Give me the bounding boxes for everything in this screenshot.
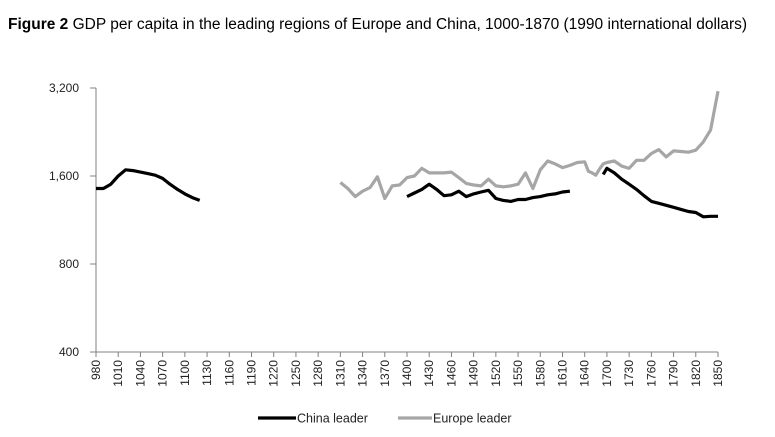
x-tick-label: 1340 xyxy=(356,360,370,387)
x-tick-label: 980 xyxy=(89,360,103,380)
x-tick-label: 1490 xyxy=(467,360,481,387)
x-tick-label: 1760 xyxy=(644,360,658,387)
chart-title: Figure 2 GDP per capita in the leading r… xyxy=(8,14,763,35)
x-axis: 980 1010 1040 1070 1100 1130 1160 1190 1220 1250 1… xyxy=(89,351,725,387)
series-lines xyxy=(96,90,720,219)
x-tick-label: 1100 xyxy=(178,360,192,386)
china-leader-line xyxy=(96,168,201,202)
x-tick-label: 1730 xyxy=(622,360,636,387)
x-tick-label: 1430 xyxy=(422,360,436,387)
legend-label-china-leader: China leader xyxy=(297,412,368,426)
x-tick-label: 1280 xyxy=(311,360,325,387)
china-leader-line xyxy=(406,182,571,203)
legend: China leader Europe leader xyxy=(258,412,512,426)
x-tick-label: 1610 xyxy=(556,360,570,387)
y-tick-label: 400 xyxy=(59,345,79,359)
y-axis: 400 800 1,600 3,200 xyxy=(49,81,97,359)
x-tick-label: 1400 xyxy=(400,360,414,387)
y-tick-label: 1,600 xyxy=(49,169,79,183)
x-tick-label: 1010 xyxy=(111,360,125,387)
x-tick-label: 1070 xyxy=(156,360,170,387)
y-tick-label: 800 xyxy=(59,257,79,271)
x-tick-label: 1040 xyxy=(133,360,147,387)
x-tick-label: 1190 xyxy=(245,360,259,386)
x-tick-label: 1820 xyxy=(689,360,703,387)
x-tick-label: 1700 xyxy=(600,360,614,387)
x-tick-label: 1370 xyxy=(378,360,392,387)
x-tick-label: 1580 xyxy=(533,360,547,387)
x-tick-label: 1460 xyxy=(444,360,458,387)
x-tick-label: 1850 xyxy=(711,360,725,387)
x-tick-label: 1640 xyxy=(578,360,592,387)
y-tick-label: 3,200 xyxy=(49,81,79,95)
x-tick-label: 1790 xyxy=(667,360,681,387)
legend-label-europe-leader: Europe leader xyxy=(433,412,512,426)
x-tick-label: 1520 xyxy=(489,360,503,387)
figure-title-text: GDP per capita in the leading regions of… xyxy=(72,16,748,33)
x-tick-label: 1550 xyxy=(511,360,525,387)
x-tick-label: 1160 xyxy=(222,360,236,386)
figure-label: Figure 2 xyxy=(8,16,69,33)
x-tick-label: 1310 xyxy=(333,360,347,387)
x-tick-label: 1250 xyxy=(289,360,303,387)
x-tick-label: 1220 xyxy=(267,360,281,387)
europe-leader-line xyxy=(339,90,720,201)
x-tick-label: 1130 xyxy=(200,360,214,386)
china-leader-line xyxy=(601,166,718,219)
